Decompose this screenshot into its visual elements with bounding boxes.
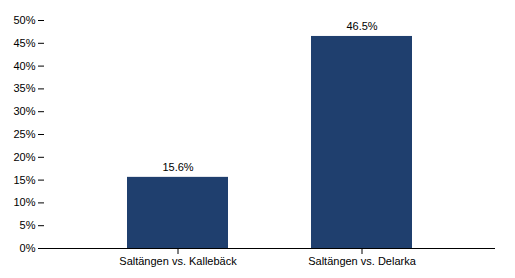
svg-text:40%: 40%	[13, 60, 35, 72]
svg-text:Saltängen vs. Delarka: Saltängen vs. Delarka	[308, 255, 416, 267]
svg-text:15.6%: 15.6%	[162, 161, 193, 173]
svg-text:30%: 30%	[13, 105, 35, 117]
svg-text:50%: 50%	[13, 14, 35, 26]
svg-text:20%: 20%	[13, 151, 35, 163]
svg-text:10%: 10%	[13, 196, 35, 208]
svg-text:46.5%: 46.5%	[346, 20, 377, 32]
svg-text:Saltängen vs. Kallebäck: Saltängen vs. Kallebäck	[119, 255, 237, 267]
svg-text:0%: 0%	[20, 242, 36, 254]
svg-text:35%: 35%	[13, 82, 35, 94]
svg-text:5%: 5%	[20, 219, 36, 231]
svg-text:45%: 45%	[13, 37, 35, 49]
svg-text:25%: 25%	[13, 128, 35, 140]
svg-text:15%: 15%	[13, 174, 35, 186]
